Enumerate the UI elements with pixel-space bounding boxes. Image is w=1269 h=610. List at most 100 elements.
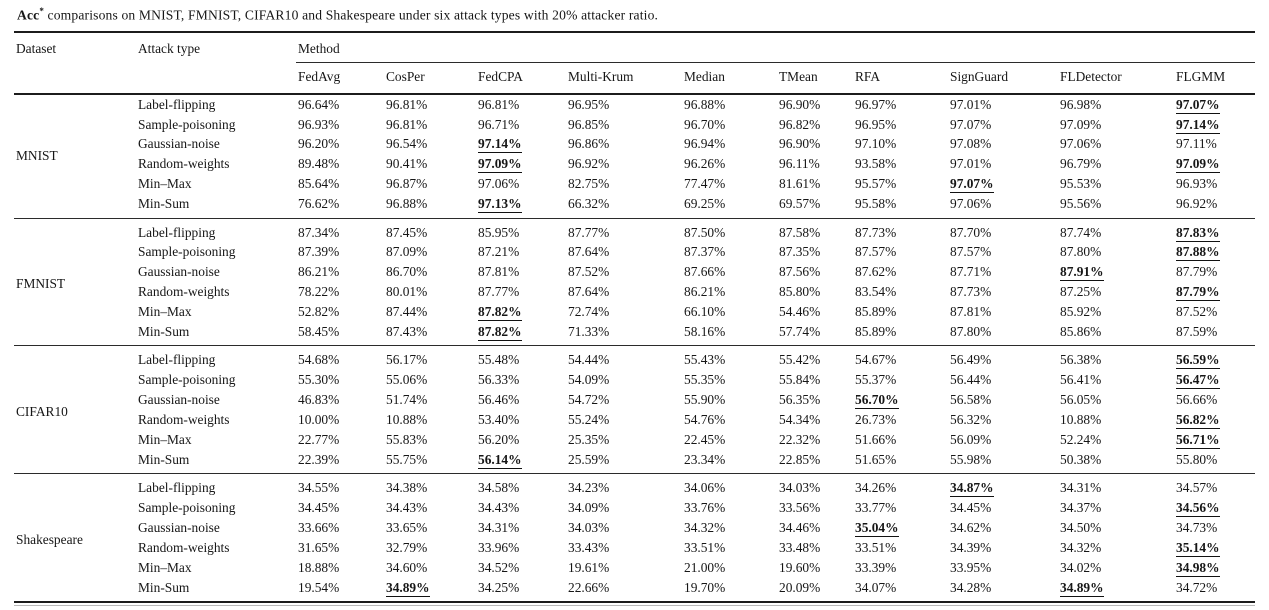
metric-value: 56.17%: [386, 352, 428, 368]
value-cell: 95.53%: [1058, 174, 1174, 194]
metric-value: 87.62%: [855, 264, 897, 280]
value-cell: 34.03%: [777, 473, 853, 499]
metric-value: 87.50%: [684, 224, 726, 240]
value-cell: 33.56%: [777, 498, 853, 518]
metric-value: 19.54%: [298, 579, 340, 595]
value-cell: 58.45%: [296, 322, 384, 346]
metric-value: 33.56%: [779, 500, 821, 516]
value-cell: 55.35%: [682, 370, 777, 390]
value-cell: 95.57%: [853, 174, 948, 194]
metric-value: 23.34%: [684, 451, 726, 467]
best-metric-value: 35.04%: [855, 520, 899, 538]
value-cell: 87.57%: [948, 242, 1058, 262]
table-row: Gaussian-noise 96.20% 96.54% 97.14% 96.86% 96…: [14, 134, 1255, 154]
col-header-fedavg: FedAvg: [296, 62, 384, 95]
value-cell: 55.06%: [384, 370, 476, 390]
caption-acc-label: Acc: [17, 7, 40, 23]
value-cell: 34.23%: [566, 473, 682, 499]
metric-value: 57.74%: [779, 323, 821, 339]
col-header-flgmm: FLGMM: [1174, 62, 1255, 95]
metric-value: 87.77%: [478, 284, 520, 300]
dataset-label-cifar10: CIFAR10: [14, 345, 136, 474]
metric-value: 56.35%: [779, 392, 821, 408]
metric-value: 19.60%: [779, 559, 821, 575]
value-cell: 87.80%: [948, 322, 1058, 346]
metric-value: 87.09%: [386, 244, 428, 260]
attack-type-label: Random-weights: [138, 539, 230, 555]
metric-value: 46.83%: [298, 392, 340, 408]
metric-value: 33.76%: [684, 500, 726, 516]
value-cell: 52.24%: [1058, 430, 1174, 450]
value-cell: 33.66%: [296, 518, 384, 538]
metric-value: 87.52%: [1176, 304, 1218, 320]
value-cell: 33.96%: [476, 538, 566, 558]
metric-value: 85.95%: [478, 224, 520, 240]
value-cell: 34.43%: [384, 498, 476, 518]
metric-value: 34.45%: [950, 500, 992, 516]
metric-value: 97.11%: [1176, 136, 1217, 152]
value-cell: 54.09%: [566, 370, 682, 390]
metric-value: 55.48%: [478, 352, 520, 368]
value-cell: 22.45%: [682, 430, 777, 450]
metric-value: 81.61%: [779, 176, 821, 192]
attack-type-label: Random-weights: [138, 412, 230, 428]
metric-value: 33.39%: [855, 559, 897, 575]
value-cell: 34.58%: [476, 473, 566, 499]
value-cell: 97.06%: [476, 174, 566, 194]
value-cell: 97.09%: [1174, 154, 1255, 174]
best-metric-value: 97.07%: [950, 176, 994, 194]
metric-value: 55.37%: [855, 372, 897, 388]
metric-value: 34.72%: [1176, 579, 1218, 595]
metric-value: 71.33%: [568, 323, 610, 339]
attack-type-label: Random-weights: [138, 284, 230, 300]
value-cell: 33.76%: [682, 498, 777, 518]
value-cell: 34.02%: [1058, 558, 1174, 578]
attack-type-label: Min–Max: [138, 431, 192, 447]
value-cell: 56.46%: [476, 390, 566, 410]
metric-value: 55.83%: [386, 431, 428, 447]
metric-value: 34.58%: [478, 480, 520, 496]
metric-value: 51.74%: [386, 392, 428, 408]
value-cell: 97.13%: [476, 194, 566, 218]
best-metric-value: 34.89%: [386, 579, 430, 597]
value-cell: 46.83%: [296, 390, 384, 410]
value-cell: 56.44%: [948, 370, 1058, 390]
value-cell: 78.22%: [296, 282, 384, 302]
metric-value: 87.35%: [779, 244, 821, 260]
value-cell: 97.11%: [1174, 134, 1255, 154]
attack-type-label: Min-Sum: [138, 451, 190, 467]
value-cell: 34.37%: [1058, 498, 1174, 518]
table-row: CIFAR10 Label-flipping 54.68% 56.17% 55.48% 5…: [14, 345, 1255, 474]
value-cell: 96.70%: [682, 114, 777, 134]
attack-type-label: Gaussian-noise: [138, 520, 220, 536]
metric-value: 34.62%: [950, 520, 992, 536]
value-cell: 34.56%: [1174, 498, 1255, 518]
value-cell: 96.93%: [296, 114, 384, 134]
metric-value: 34.23%: [568, 480, 610, 496]
metric-value: 96.81%: [386, 96, 428, 112]
metric-value: 55.43%: [684, 352, 726, 368]
value-cell: 72.74%: [566, 302, 682, 322]
metric-value: 87.64%: [568, 244, 610, 260]
metric-value: 85.89%: [855, 323, 897, 339]
value-cell: 85.89%: [853, 322, 948, 346]
value-cell: 96.95%: [566, 94, 682, 115]
table-caption: Acc* comparisons on MNIST, FMNIST, CIFAR…: [14, 4, 1255, 31]
metric-value: 87.80%: [950, 323, 992, 339]
metric-value: 97.01%: [950, 156, 992, 172]
metric-value: 22.45%: [684, 431, 726, 447]
value-cell: 21.00%: [682, 558, 777, 578]
metric-value: 96.54%: [386, 136, 428, 152]
metric-value: 87.34%: [298, 224, 340, 240]
metric-value: 10.88%: [1060, 412, 1102, 428]
metric-value: 85.80%: [779, 284, 821, 300]
metric-value: 55.30%: [298, 372, 340, 388]
best-metric-value: 56.82%: [1176, 412, 1220, 430]
metric-value: 97.07%: [950, 116, 992, 132]
attack-type-label: Min–Max: [138, 559, 192, 575]
value-cell: 53.40%: [476, 410, 566, 430]
value-cell: 85.64%: [296, 174, 384, 194]
attack-type-label: Label-flipping: [138, 96, 216, 112]
value-cell: 55.24%: [566, 410, 682, 430]
value-cell: 87.74%: [1058, 217, 1174, 243]
